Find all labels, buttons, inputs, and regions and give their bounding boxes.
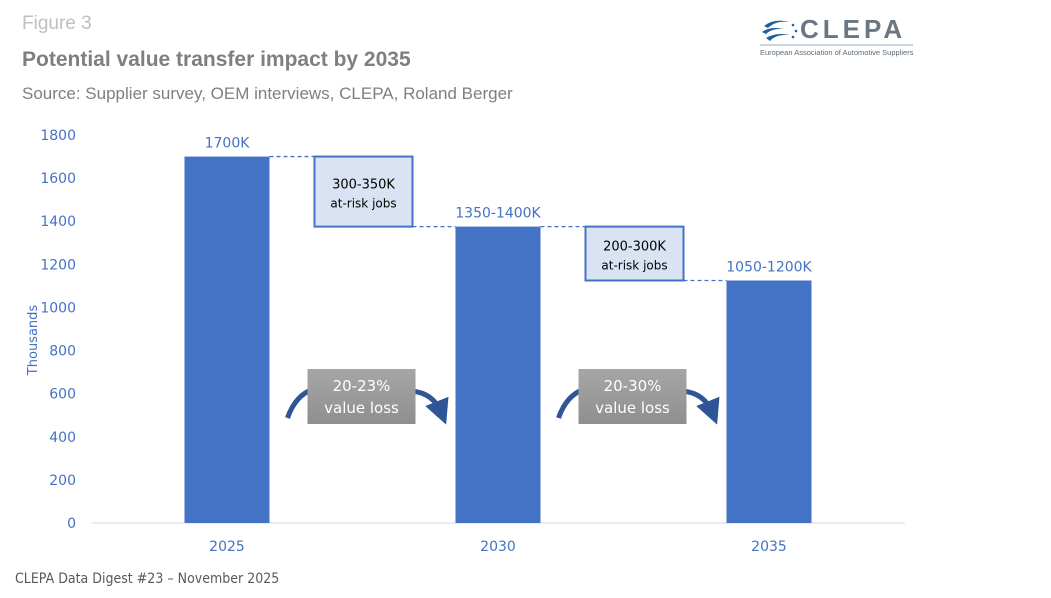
logo-wordmark: CLEPA bbox=[800, 14, 907, 44]
clepa-logo: CLEPA European Association of Automotive… bbox=[760, 14, 920, 58]
figure-label: Figure 3 bbox=[22, 13, 92, 34]
x-tick-label: 2035 bbox=[751, 539, 787, 555]
at-risk-jobs-callout bbox=[584, 225, 685, 282]
source-note: Source: Supplier survey, OEM interviews,… bbox=[22, 84, 513, 103]
y-tick-label: 1000 bbox=[40, 300, 76, 316]
y-tick-label: 400 bbox=[49, 430, 76, 446]
callout-caption: at-risk jobs bbox=[330, 197, 396, 211]
y-tick-label: 1400 bbox=[40, 214, 76, 230]
bar-2035 bbox=[726, 280, 812, 523]
y-tick-label: 1200 bbox=[40, 257, 76, 273]
value-loss-box bbox=[578, 369, 687, 424]
y-tick-label: 0 bbox=[67, 516, 76, 532]
curved-arrow-icon bbox=[411, 388, 449, 425]
data-label: 1050-1200K bbox=[726, 260, 812, 276]
data-label: 1700K bbox=[205, 136, 251, 152]
y-tick-label: 200 bbox=[49, 473, 76, 489]
logo-subtitle: European Association of Automotive Suppl… bbox=[760, 44, 914, 57]
y-tick-label: 1800 bbox=[40, 128, 76, 144]
clepa-swoosh-stars-icon bbox=[762, 20, 798, 41]
value-loss-box bbox=[307, 369, 416, 424]
value-loss-percent: 20-23% bbox=[333, 377, 391, 395]
bar-2025 bbox=[184, 156, 270, 524]
value-loss-caption: value loss bbox=[324, 399, 399, 417]
value-loss-percent: 20-30% bbox=[604, 377, 662, 395]
y-axis-label: Thousands bbox=[26, 305, 41, 377]
footer-note: CLEPA Data Digest #23 – November 2025 bbox=[15, 571, 280, 587]
value-loss-caption: value loss bbox=[595, 399, 670, 417]
callout-caption: at-risk jobs bbox=[601, 259, 667, 273]
at-risk-jobs-callout bbox=[313, 155, 414, 228]
x-tick-label: 2025 bbox=[209, 539, 245, 555]
curved-arrow-icon bbox=[682, 388, 720, 425]
data-label: 1350-1400K bbox=[455, 206, 541, 222]
bar-2030 bbox=[455, 226, 541, 523]
y-tick-label: 800 bbox=[49, 344, 76, 360]
callout-value: 300-350K bbox=[332, 178, 395, 193]
y-tick-label: 600 bbox=[49, 387, 76, 403]
y-tick-label: 1600 bbox=[40, 171, 76, 187]
chart-title: Potential value transfer impact by 2035 bbox=[22, 48, 411, 71]
callout-value: 200-300K bbox=[603, 240, 666, 255]
x-tick-label: 2030 bbox=[480, 539, 516, 555]
